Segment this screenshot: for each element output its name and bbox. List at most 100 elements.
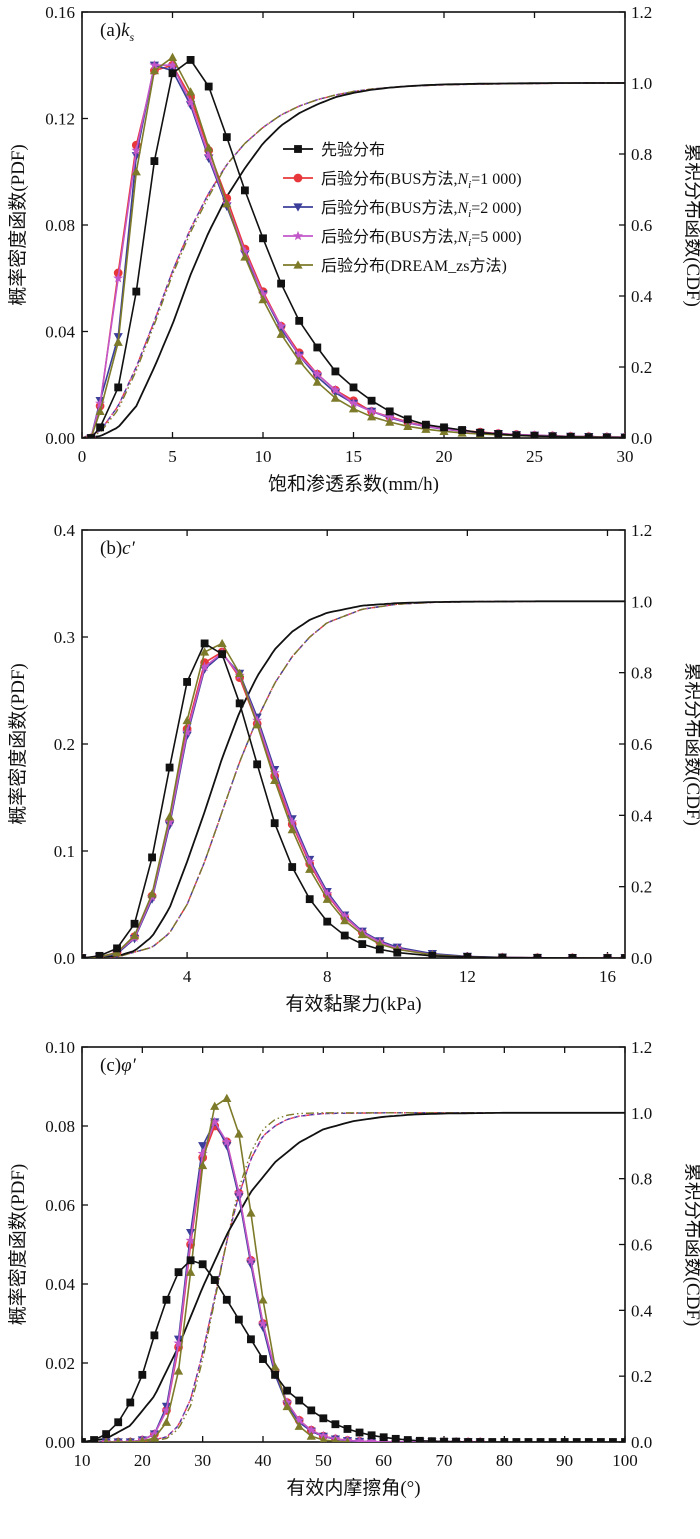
legend-label-main: 后验分布(BUS方法, (321, 170, 457, 188)
legend-label-subscript: i (468, 179, 471, 191)
data-point-series-3 (354, 1435, 365, 1442)
data-point-series-0 (428, 1437, 436, 1442)
data-point-series-0 (367, 1431, 376, 1440)
data-point-series-0 (271, 1370, 279, 1379)
panel-label-letter: (a) (100, 20, 121, 41)
cdf-curve-series-1 (82, 600, 625, 958)
y-tick-label: 0.08 (45, 216, 75, 235)
data-point-series-3 (322, 888, 333, 899)
data-point-series-3 (252, 715, 263, 725)
data-point-series-0 (343, 1425, 352, 1433)
cdf-curve-series-3 (82, 1112, 625, 1442)
data-point-series-0 (313, 343, 322, 352)
data-point-series-4 (330, 393, 340, 402)
data-point-series-0 (288, 863, 297, 871)
data-point-series-0 (440, 1437, 448, 1442)
data-point-series-4 (103, 1437, 109, 1442)
data-point-series-4 (258, 294, 268, 304)
data-point-series-0 (331, 367, 340, 376)
pdf-line-series-1 (90, 64, 625, 438)
data-point-series-0 (500, 1438, 509, 1442)
data-point-series-0 (162, 1295, 171, 1304)
data-point-series-0 (113, 944, 121, 953)
data-point-series-0 (498, 953, 507, 958)
data-point-series-4 (234, 1129, 244, 1138)
data-point-series-0 (524, 1438, 533, 1442)
data-point-series-2 (198, 1142, 208, 1151)
chart-panel-b: 4 8 12 16 0.0 0.1 0.2 0.3 0.4 0.0 0.2 0.4 0.6 0.8 1.0 1… (7, 521, 700, 1015)
legend-label-tail: =1 000) (471, 171, 521, 188)
cdf-curve-series-3 (82, 600, 625, 958)
data-point-series-4 (113, 337, 123, 346)
pdf-line-series-3 (82, 651, 625, 958)
data-point-series-3 (330, 384, 341, 395)
data-point-series-4 (319, 1435, 327, 1442)
plot-area (82, 1093, 625, 1442)
data-point-series-0 (222, 133, 231, 142)
data-point-series-3 (348, 398, 359, 408)
x-tick-label: 10 (255, 447, 272, 466)
data-point-series-0 (488, 1438, 497, 1442)
data-point-series-0 (319, 1414, 328, 1423)
data-point-series-3 (245, 1255, 256, 1265)
data-point-series-0 (114, 383, 123, 392)
data-point-series-4 (161, 1417, 172, 1426)
y-tick-label: 0.08 (45, 1117, 75, 1136)
panel-label: (a)ks (100, 20, 135, 44)
legend-entry: 后验分布(BUS方法,Ni=5 000) (283, 228, 522, 249)
data-point-series-0 (218, 650, 227, 659)
data-point-series-4 (235, 668, 245, 678)
cdf-curve-series-0 (82, 1111, 625, 1442)
data-point-series-0 (259, 234, 267, 243)
cdf-curve-series-4 (82, 600, 625, 958)
y-axis-title: 概率密度函数(PDF) (7, 663, 29, 825)
data-point-series-4 (115, 1437, 121, 1442)
data-point-series-0 (621, 954, 625, 958)
y-tick-label: 0.2 (54, 735, 75, 754)
y-tick-label: 0.16 (45, 3, 75, 22)
data-point-series-4 (332, 1436, 339, 1442)
cdf-curve-series-2 (82, 600, 625, 958)
legend-label-main: 后验分布(BUS方法, (321, 199, 457, 217)
data-point-series-4 (186, 87, 196, 96)
data-point-series-0 (452, 1437, 460, 1442)
data-point-series-0 (536, 1438, 545, 1442)
legend-marker (293, 260, 303, 269)
data-point-series-4 (129, 930, 140, 940)
y-tick-label: 0.10 (45, 1038, 75, 1057)
x-tick-label: 15 (345, 447, 362, 466)
data-point-series-3 (113, 273, 124, 283)
data-point-series-3 (384, 411, 395, 422)
plot-frame (81, 11, 626, 439)
data-point-series-3 (287, 816, 298, 827)
y2-axis-title: 累积分布函数(CDF) (682, 662, 700, 826)
data-point-series-0 (596, 1438, 605, 1442)
x-axis-title: 有效内摩擦角(°) (286, 1477, 420, 1499)
data-point-series-0 (572, 1438, 581, 1442)
data-point-series-3 (199, 661, 210, 672)
y2-tick-label: 0.0 (631, 429, 652, 448)
cdf-curve-series-4 (82, 82, 625, 438)
data-point-series-0 (428, 951, 437, 958)
x-tick-label: 20 (436, 447, 453, 466)
legend-label: 后验分布(BUS方法,Ni=2 000) (321, 199, 522, 220)
data-point-series-2 (186, 1228, 196, 1238)
y2-tick-label: 0.6 (631, 216, 652, 235)
data-point-series-4 (127, 1437, 133, 1442)
y2-tick-label: 1.2 (631, 3, 652, 22)
legend-entry: 后验分布(BUS方法,Ni=2 000) (283, 199, 522, 220)
data-point-series-0 (150, 157, 159, 166)
x-tick-label: 90 (556, 1451, 573, 1470)
data-point-series-4 (147, 889, 157, 898)
legend-label-symbol: N (456, 200, 469, 217)
data-point-series-0 (277, 279, 286, 288)
data-point-series-2 (276, 325, 286, 334)
data-point-series-4 (403, 421, 413, 430)
data-point-series-4 (385, 417, 395, 426)
data-point-series-4 (222, 1093, 232, 1103)
cdf-curve-series-4 (82, 1112, 625, 1442)
data-point-series-0 (560, 1438, 569, 1442)
y-tick-label: 0.1 (54, 842, 75, 861)
x-tick-label: 30 (194, 1451, 211, 1470)
